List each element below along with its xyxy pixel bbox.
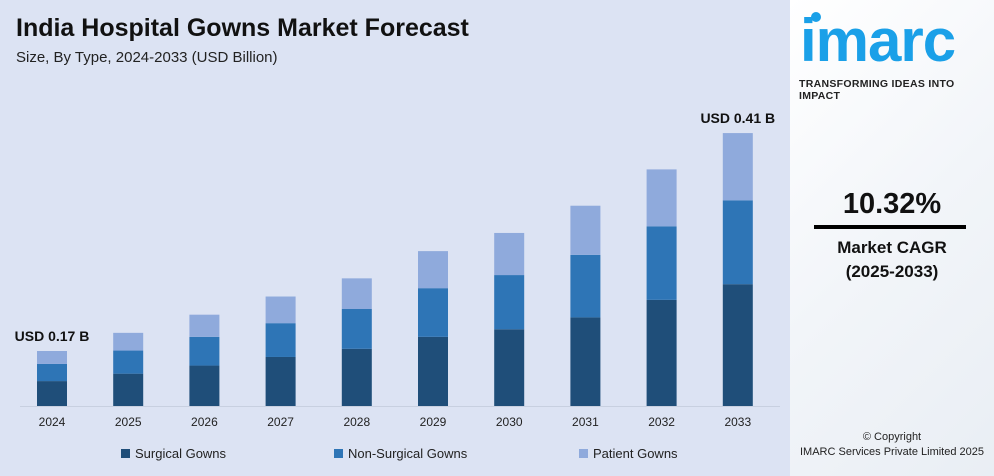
- bar-2030-0: [494, 329, 525, 406]
- bar-2029-0: [418, 336, 448, 406]
- x-tick-label: 2028: [343, 415, 370, 429]
- chart-title: India Hospital Gowns Market Forecast: [16, 14, 469, 42]
- bar-2033-0: [722, 284, 753, 406]
- chart-subtitle: Size, By Type, 2024-2033 (USD Billion): [16, 49, 278, 66]
- data-label: USD 0.17 B: [15, 328, 90, 344]
- x-tick-label: 2026: [191, 415, 218, 429]
- bar-2024-2: [37, 351, 67, 364]
- x-tick-label: 2031: [572, 415, 599, 429]
- bar-chart: 2024 USD 0.17 B 2025 2026 2027 2028 2029 2030 20…: [15, 110, 780, 429]
- legend-swatch: [579, 449, 588, 458]
- legend-label: Patient Gowns: [593, 446, 678, 461]
- bar-2026-1: [189, 336, 220, 366]
- logo-dot: [811, 12, 821, 22]
- bar-2026-2: [189, 314, 220, 337]
- bar-2028-2: [341, 278, 372, 309]
- bar-2032-2: [646, 169, 677, 227]
- legend-item-non-surgical: Non-Surgical Gowns: [334, 446, 467, 461]
- side-panel: imarc TRANSFORMING IDEAS INTO IMPACT 10.…: [790, 0, 994, 476]
- bar-2031-0: [570, 317, 601, 406]
- x-tick-label: 2025: [115, 415, 142, 429]
- bar-2031-2: [570, 205, 601, 255]
- bar-2026-0: [189, 365, 220, 406]
- bar-2030-1: [494, 275, 525, 330]
- bar-2025-2: [113, 332, 144, 351]
- x-tick-label: 2033: [724, 415, 751, 429]
- legend-item-patient: Patient Gowns: [579, 446, 678, 461]
- bar-2028-1: [341, 308, 372, 349]
- data-label: USD 0.41 B: [700, 110, 775, 126]
- chart-area: India Hospital Gowns Market Forecast Siz…: [14, 14, 780, 461]
- bar-2033-1: [722, 200, 753, 285]
- bar-2024-1: [37, 363, 67, 382]
- bar-2025-0: [113, 373, 144, 406]
- bar-2027-0: [265, 356, 296, 406]
- x-tick-label: 2027: [267, 415, 294, 429]
- x-tick-label: 2024: [39, 415, 66, 429]
- imarc-logo: imarc: [800, 7, 956, 74]
- bar-2031-1: [570, 254, 601, 318]
- bar-2029-2: [418, 251, 448, 289]
- cagr-label: Market CAGR: [837, 238, 947, 257]
- tagline: TRANSFORMING IDEAS INTO IMPACT: [799, 78, 955, 102]
- bar-2027-1: [265, 323, 296, 357]
- legend-label: Non-Surgical Gowns: [348, 446, 468, 461]
- bar-2025-1: [113, 350, 144, 374]
- x-tick-label: 2030: [496, 415, 523, 429]
- bar-2028-0: [341, 348, 372, 406]
- x-tick-label: 2029: [420, 415, 447, 429]
- bar-2030-2: [494, 232, 525, 276]
- company: IMARC Services Private Limited 2025: [799, 446, 984, 458]
- bar-2032-1: [646, 226, 677, 300]
- cagr-period: (2025-2033): [845, 262, 939, 281]
- bar-2032-0: [646, 299, 677, 406]
- legend-item-surgical: Surgical Gowns: [121, 446, 226, 461]
- legend-label: Surgical Gowns: [135, 446, 227, 461]
- bar-2029-1: [418, 288, 448, 337]
- bar-2027-2: [265, 296, 296, 324]
- cagr-value: 10.32%: [842, 188, 942, 220]
- legend-swatch: [334, 449, 343, 458]
- bar-2024-0: [37, 381, 67, 406]
- x-tick-label: 2032: [648, 415, 675, 429]
- divider: [814, 225, 966, 229]
- legend-swatch: [121, 449, 130, 458]
- copyright: © Copyright: [862, 431, 922, 443]
- bar-2033-2: [722, 133, 753, 201]
